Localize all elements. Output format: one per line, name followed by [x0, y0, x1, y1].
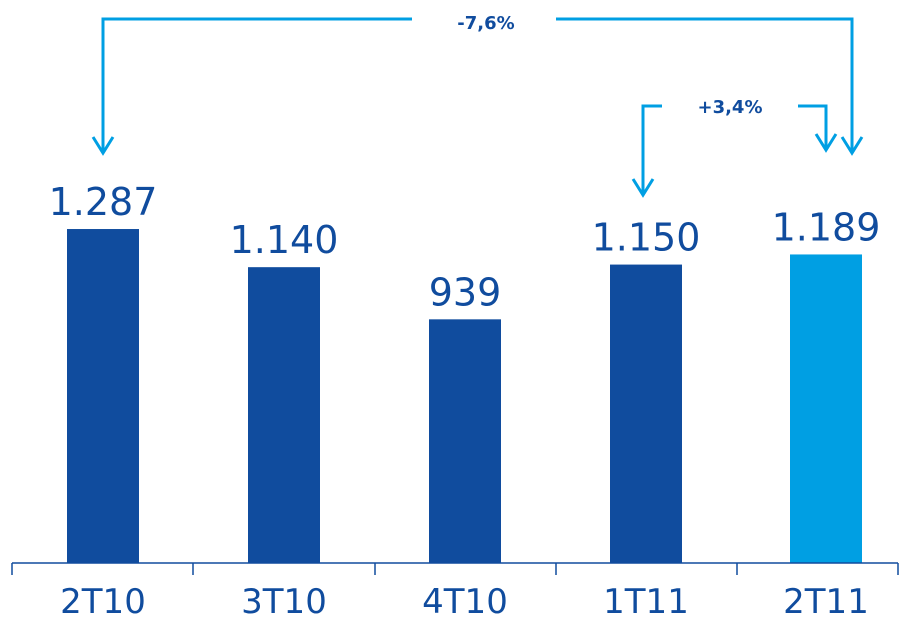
bar-2T10: [67, 229, 139, 563]
x-tick-label-3T10: 3T10: [241, 582, 327, 622]
annotation-1-left-line: [101, 17, 412, 153]
annotation-2-label: +3,4%: [697, 97, 762, 118]
x-tick-label-2T10: 2T10: [60, 582, 146, 622]
annotation-1-left-arrowhead: [91, 136, 115, 156]
annotation-2-left-line: [641, 104, 662, 195]
annotation-2-right-arrowhead: [814, 133, 838, 153]
x-tick-label-1T11: 1T11: [603, 582, 689, 622]
x-tick-label-2T11: 2T11: [783, 582, 869, 622]
annotation-2-right-line: [798, 104, 828, 150]
bar-1T11: [610, 264, 682, 563]
annotation-1-right-line: [556, 17, 854, 153]
value-label-2T10: 1.287: [49, 180, 158, 224]
annotation-2-left-arrowhead: [631, 178, 655, 198]
bar-2T11: [790, 254, 862, 563]
bar-3T10: [248, 267, 320, 563]
value-label-1T11: 1.150: [592, 216, 701, 260]
value-label-4T10: 939: [429, 270, 502, 314]
value-label-2T11: 1.189: [772, 205, 881, 249]
value-label-3T10: 1.140: [230, 218, 339, 262]
annotation-1-label: -7,6%: [457, 13, 514, 34]
bar-4T10: [429, 319, 501, 563]
annotation-1-right-arrowhead: [840, 136, 864, 156]
x-tick-label-4T10: 4T10: [422, 582, 508, 622]
